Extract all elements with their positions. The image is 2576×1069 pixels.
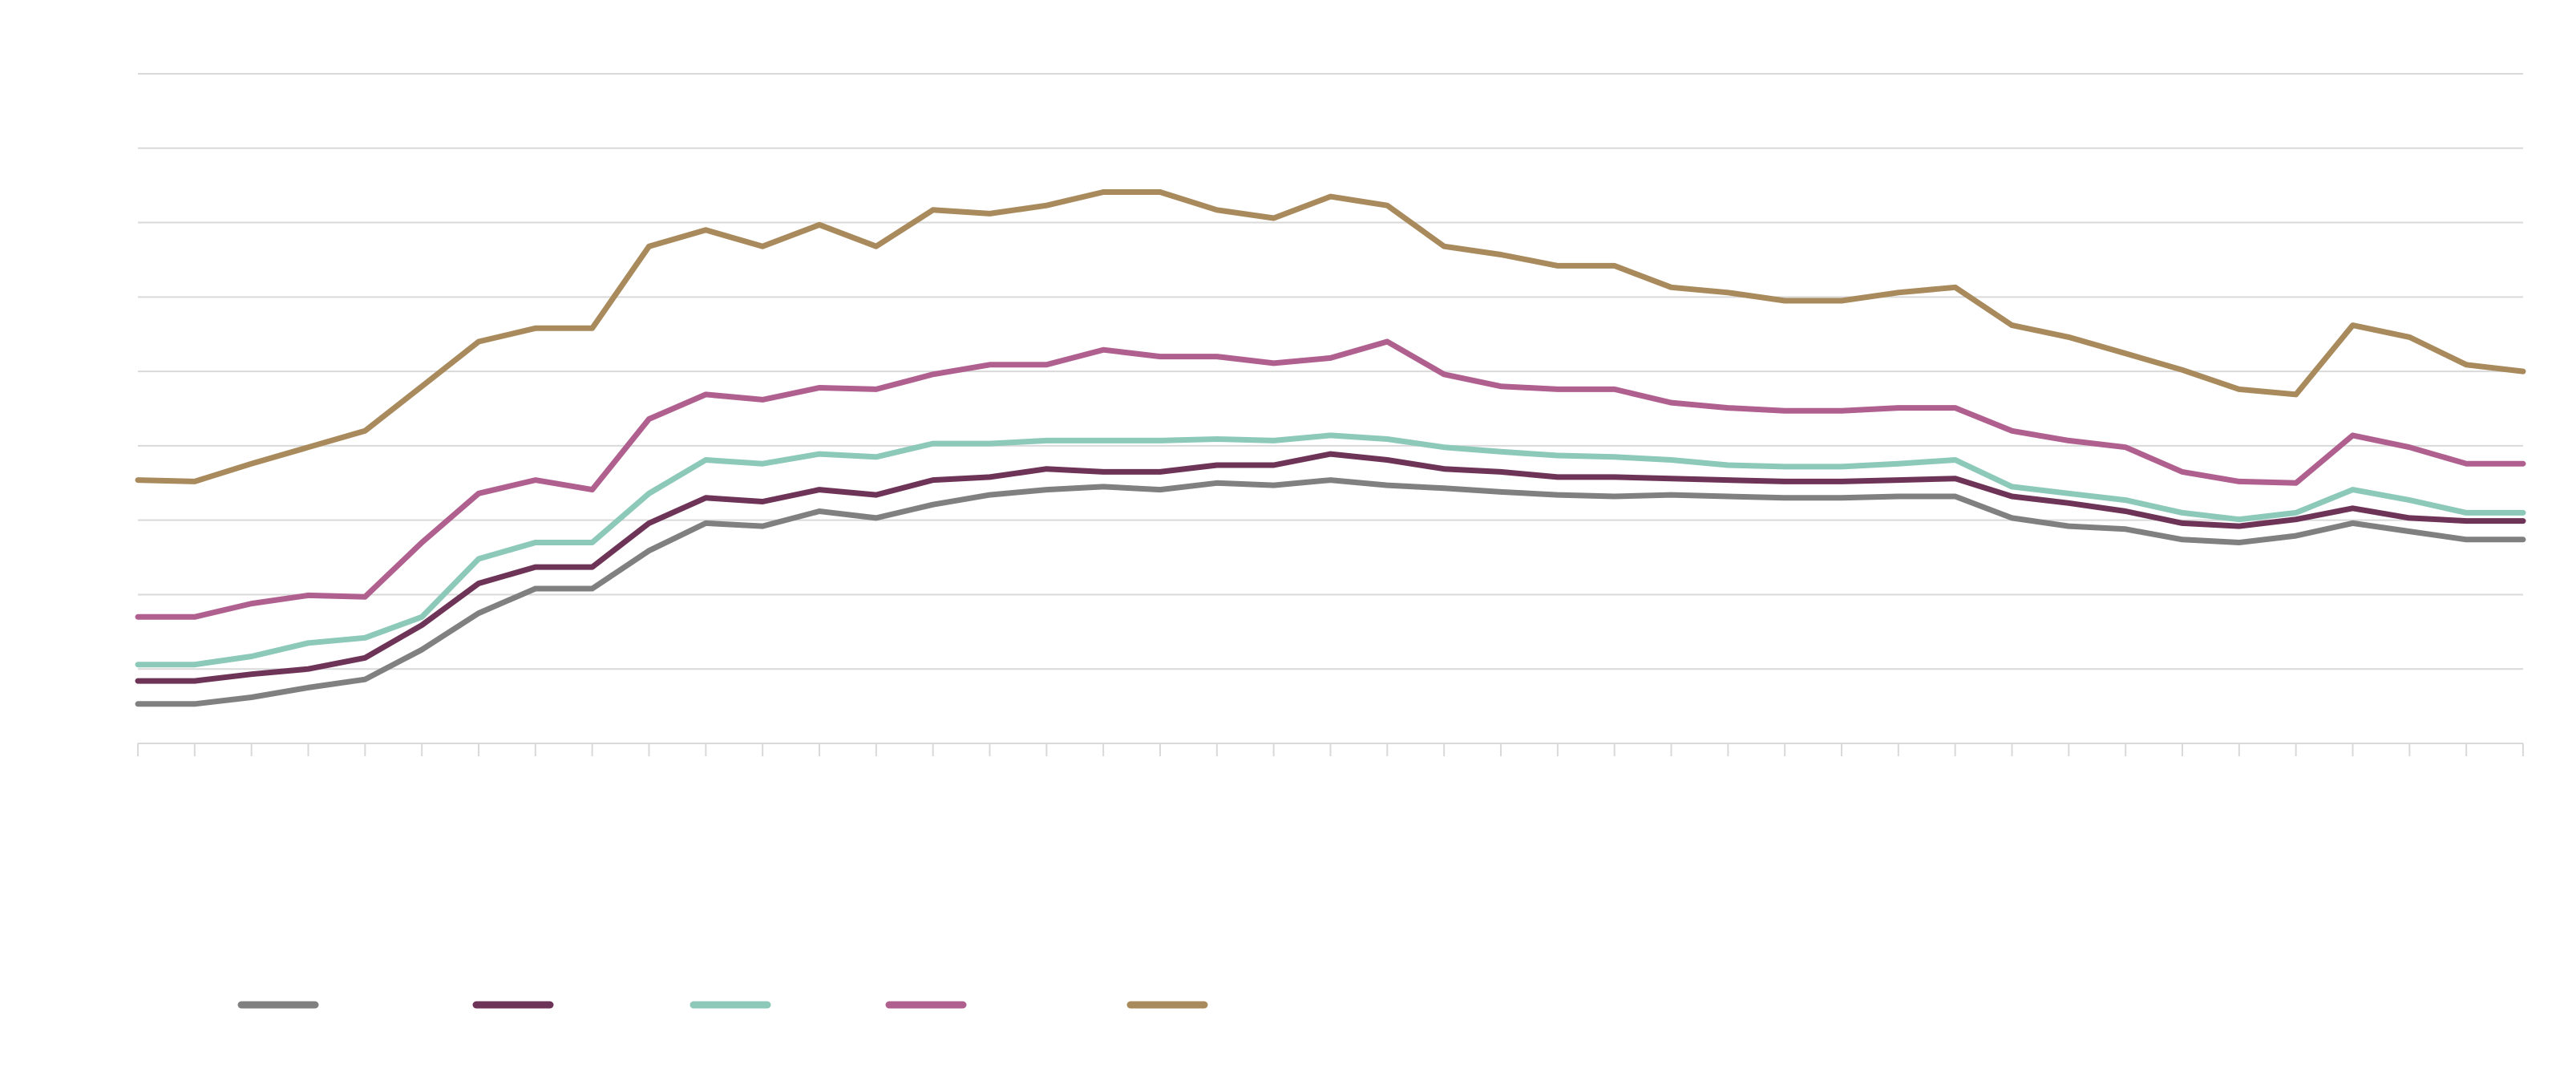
series-line — [135, 338, 2526, 620]
series-line — [135, 451, 2526, 684]
series-line — [135, 477, 2526, 707]
series-line — [135, 189, 2526, 484]
series-line — [135, 432, 2526, 668]
